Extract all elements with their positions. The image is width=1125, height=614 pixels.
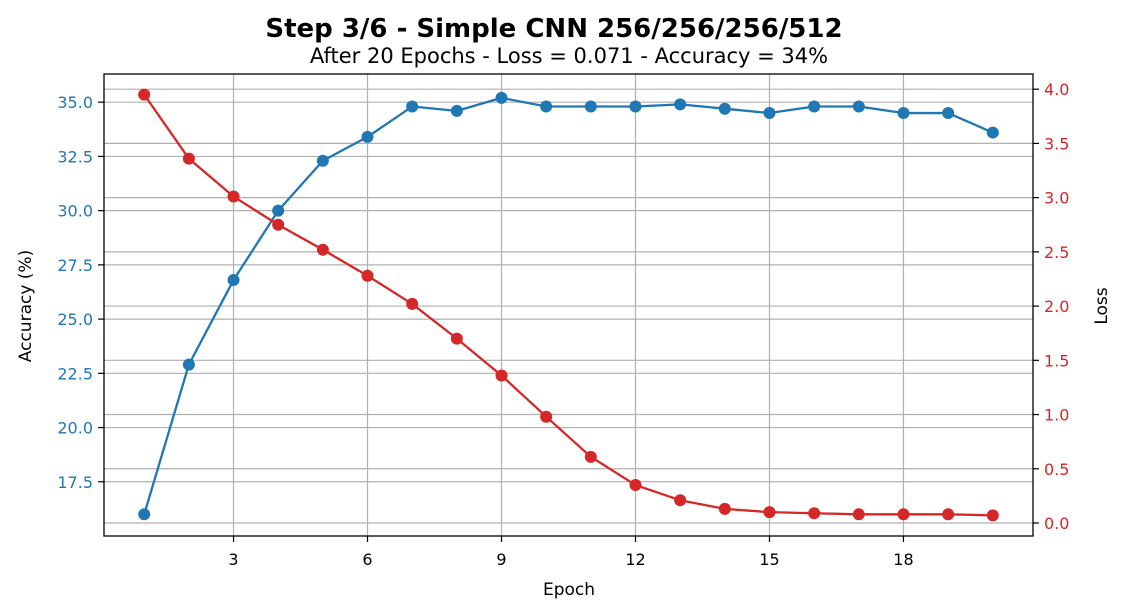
x-axis-label: Epoch — [543, 580, 595, 600]
data-point — [763, 107, 776, 120]
data-point — [763, 506, 776, 519]
data-point — [272, 204, 285, 217]
data-point — [182, 358, 195, 371]
data-point — [674, 98, 687, 111]
chart-subtitle: After 20 Epochs - Loss = 0.071 - Accurac… — [310, 44, 828, 68]
data-point — [406, 297, 419, 310]
plot-frame — [103, 73, 1034, 537]
data-point — [361, 130, 374, 143]
grid — [104, 74, 1033, 536]
x-tick-label: 9 — [496, 550, 506, 569]
data-point — [450, 104, 463, 117]
x-tick-label: 18 — [893, 550, 913, 569]
y-left-tick-label: 17.5 — [57, 473, 93, 492]
data-point — [138, 508, 151, 521]
data-point — [540, 100, 553, 113]
y-left-tick-label: 25.0 — [57, 310, 93, 329]
y-right-tick-label: 1.0 — [1044, 406, 1069, 425]
data-point — [584, 100, 597, 113]
chart-title: Step 3/6 - Simple CNN 256/256/256/512 — [265, 14, 842, 44]
data-point — [450, 332, 463, 345]
data-point — [852, 100, 865, 113]
y-left-tick-label: 30.0 — [57, 202, 93, 221]
y-right-tick-label: 3.0 — [1044, 189, 1069, 208]
y-left-tick-label: 35.0 — [57, 93, 93, 112]
data-point — [316, 243, 329, 256]
y-axis-left-label: Accuracy (%) — [16, 250, 36, 362]
data-point — [495, 369, 508, 382]
data-point — [272, 218, 285, 231]
data-point — [227, 190, 240, 203]
data-point — [718, 502, 731, 515]
series-loss — [138, 88, 999, 522]
data-point — [808, 507, 821, 520]
data-point — [986, 126, 999, 139]
data-point — [852, 508, 865, 521]
y-right-tick-label: 0.0 — [1044, 514, 1069, 533]
data-point — [495, 91, 508, 104]
data-point — [942, 107, 955, 120]
y-left-tick-label: 32.5 — [57, 147, 93, 166]
y-left-tick-label: 22.5 — [57, 364, 93, 383]
x-tick-label: 6 — [362, 550, 372, 569]
axes: 3 6 9 12 15 18 17.5 20.0 22.5 25.0 27.5 30.0 32.5 35.… — [57, 73, 1069, 569]
y-right-tick-label: 4.0 — [1044, 80, 1069, 99]
y-right-tick-label: 1.5 — [1044, 351, 1069, 370]
data-point — [182, 152, 195, 165]
data-point — [584, 450, 597, 463]
series-layer — [138, 88, 999, 522]
y-left-tick-label: 27.5 — [57, 256, 93, 275]
x-tick-label: 12 — [625, 550, 645, 569]
y-right-tick-label: 2.0 — [1044, 297, 1069, 316]
series-line — [143, 93, 993, 517]
data-point — [629, 100, 642, 113]
series-accuracy — [138, 91, 999, 521]
data-point — [540, 410, 553, 423]
data-point — [138, 88, 151, 101]
data-point — [629, 479, 642, 492]
data-point — [942, 508, 955, 521]
data-point — [897, 508, 910, 521]
y-right-tick-label: 2.5 — [1044, 243, 1069, 262]
data-point — [316, 154, 329, 167]
data-point — [986, 509, 999, 522]
data-point — [361, 269, 374, 282]
x-tick-label: 15 — [759, 550, 779, 569]
y-left-tick-label: 20.0 — [57, 419, 93, 438]
data-point — [897, 107, 910, 120]
x-tick-label: 3 — [228, 550, 238, 569]
y-axis-right-label: Loss — [1092, 287, 1112, 324]
data-point — [808, 100, 821, 113]
data-point — [718, 102, 731, 115]
y-right-tick-label: 3.5 — [1044, 134, 1069, 153]
data-point — [227, 274, 240, 287]
data-point — [406, 100, 419, 113]
series-line — [143, 96, 994, 515]
data-point — [674, 494, 687, 507]
y-right-tick-label: 0.5 — [1044, 460, 1069, 479]
